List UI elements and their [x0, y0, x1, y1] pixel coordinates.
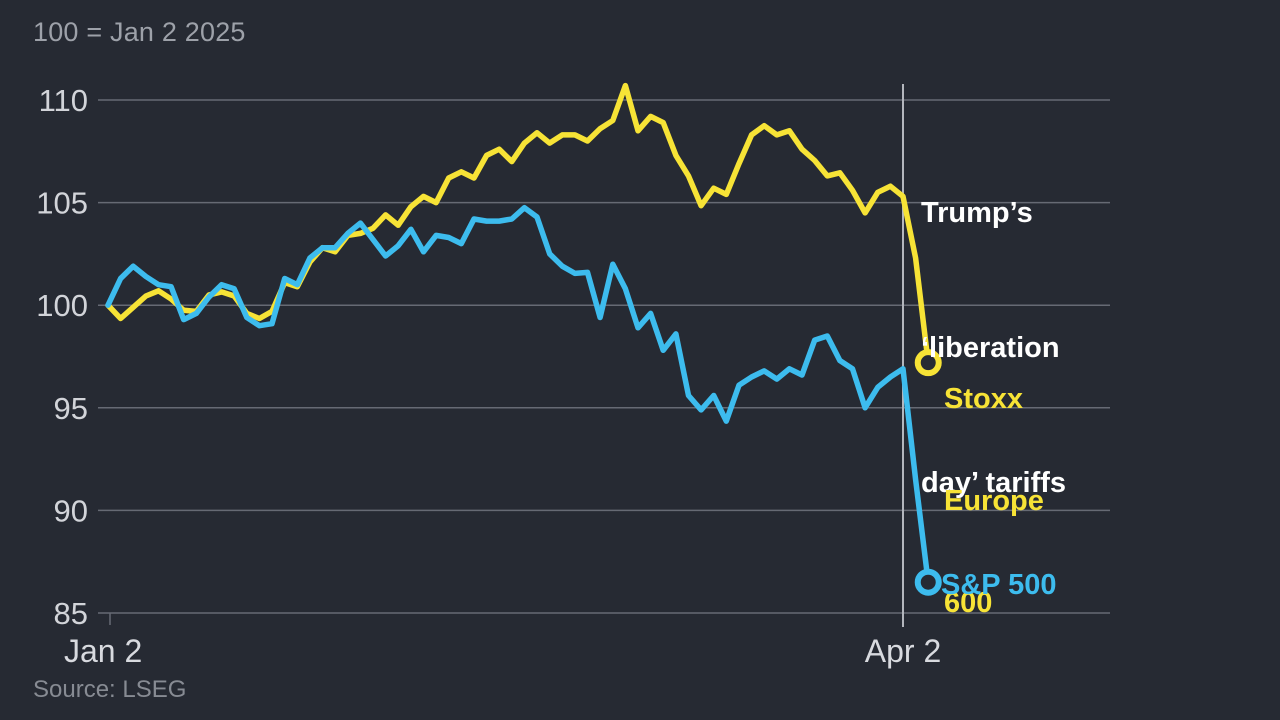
annotation-line-2: ‘liberation — [921, 332, 1060, 364]
annotation-line-1: Trump’s — [921, 197, 1033, 229]
y-tick-label-95: 95 — [54, 391, 88, 426]
y-tick-label-90: 90 — [54, 493, 88, 528]
x-axis-label-jan2: Jan 2 — [64, 633, 143, 669]
y-tick-label-85: 85 — [54, 596, 88, 631]
end-marker-sp500 — [914, 568, 942, 596]
series-line-stoxx — [105, 82, 931, 366]
chart-subtitle: 100 = Jan 2 2025 — [33, 17, 246, 47]
stoxx-label-line-3: 600 — [944, 587, 993, 619]
annotation-line-3: day’ tariffs — [921, 467, 1067, 499]
event-annotation: Trump’s ‘liberation day’ tariffs — [921, 101, 1066, 596]
series-line-sp500 — [105, 204, 931, 585]
y-tick-label-105: 105 — [36, 186, 88, 221]
x-axis-label-apr2: Apr 2 — [864, 633, 942, 669]
y-tick-label-110: 110 — [39, 83, 88, 118]
stoxx-label-line-1: Stoxx — [944, 383, 1023, 415]
y-tick-label-100: 100 — [36, 288, 88, 323]
end-marker-stoxx — [914, 349, 942, 377]
series-label-sp500: S&P 500 — [941, 569, 1057, 601]
stoxx-label-line-2: Europe — [944, 485, 1044, 517]
source-note: Source: LSEG — [33, 676, 187, 703]
series-label-stoxx-europe-600: Stoxx Europe 600 — [944, 314, 1044, 688]
